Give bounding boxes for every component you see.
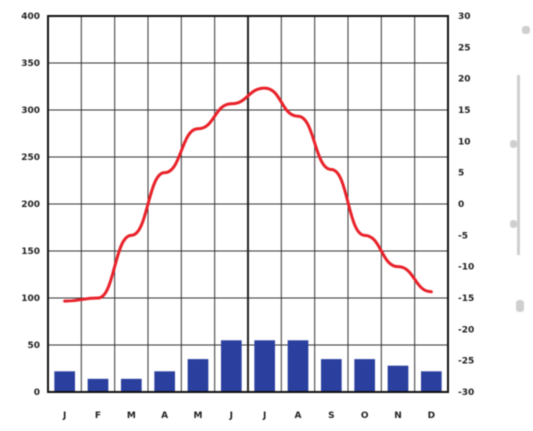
- precip-bar: [87, 378, 109, 392]
- left-tick-label: 150: [21, 247, 40, 257]
- right-tick-label: 25: [458, 43, 471, 53]
- line-layer: [63, 86, 433, 303]
- month-tick-label: S: [328, 411, 334, 421]
- right-tick-label: -20: [458, 325, 474, 335]
- left-tick-label: 0: [34, 388, 40, 398]
- precip-bar: [187, 359, 209, 392]
- right-tick-label: 0: [458, 200, 464, 210]
- left-tick-label: 200: [21, 200, 40, 210]
- right-tick-label: 20: [458, 75, 471, 85]
- left-tick-label: 250: [21, 153, 40, 163]
- month-tick-label: N: [394, 411, 402, 421]
- precip-bar: [54, 371, 75, 392]
- left-tick-label: 50: [27, 341, 40, 351]
- month-tick-label: J: [262, 411, 266, 421]
- month-tick-label: D: [428, 411, 435, 421]
- right-tick-label: 15: [458, 106, 471, 116]
- precip-bar: [154, 371, 175, 392]
- precip-bar: [221, 340, 242, 392]
- right-axis-ticks: -30 -25 -20 -15 -10 -5 0 5 10 15 20 25 30: [458, 12, 474, 398]
- precip-bar: [254, 340, 275, 392]
- legend-fragment: [510, 220, 517, 228]
- right-tick-label: -15: [458, 294, 474, 304]
- month-tick-label: M: [194, 411, 203, 421]
- precip-bar: [387, 365, 409, 392]
- frame-layer: [47, 15, 449, 393]
- temperature-line: [63, 86, 433, 303]
- right-tick-label: -30: [458, 388, 474, 398]
- legend-fragment: [522, 26, 530, 34]
- month-tick-label: F: [95, 411, 101, 421]
- right-tick-label: -10: [458, 263, 474, 273]
- month-tick-label: O: [361, 411, 369, 421]
- month-tick-label: A: [161, 411, 168, 421]
- bars-layer: [54, 340, 442, 392]
- month-tick-label: A: [295, 411, 302, 421]
- right-tick-label: 5: [458, 169, 464, 179]
- plot-frame: [47, 15, 449, 393]
- precip-bar: [287, 340, 309, 392]
- left-tick-label: 300: [21, 106, 40, 116]
- legend-fragment: [517, 75, 520, 255]
- left-tick-label: 400: [21, 12, 40, 22]
- month-tick-label: J: [229, 411, 233, 421]
- precip-bar: [121, 378, 142, 392]
- left-axis-ticks: 0 50 100 150 200 250 300 350 400: [21, 12, 40, 398]
- right-tick-label: 30: [458, 12, 471, 22]
- precip-bar: [321, 359, 342, 392]
- legend-fragment: [516, 300, 524, 312]
- left-tick-label: 100: [21, 294, 40, 304]
- side-decoration: [510, 26, 530, 312]
- left-tick-label: 350: [21, 59, 40, 69]
- grid-layer: [47, 15, 449, 393]
- precip-bar: [421, 371, 442, 392]
- month-tick-label: M: [127, 411, 136, 421]
- right-tick-label: -5: [458, 231, 468, 241]
- right-tick-label: -25: [458, 357, 474, 367]
- precip-bar: [354, 359, 375, 392]
- legend-fragment: [510, 140, 517, 148]
- month-tick-label: J: [62, 411, 66, 421]
- right-tick-label: 10: [458, 137, 471, 147]
